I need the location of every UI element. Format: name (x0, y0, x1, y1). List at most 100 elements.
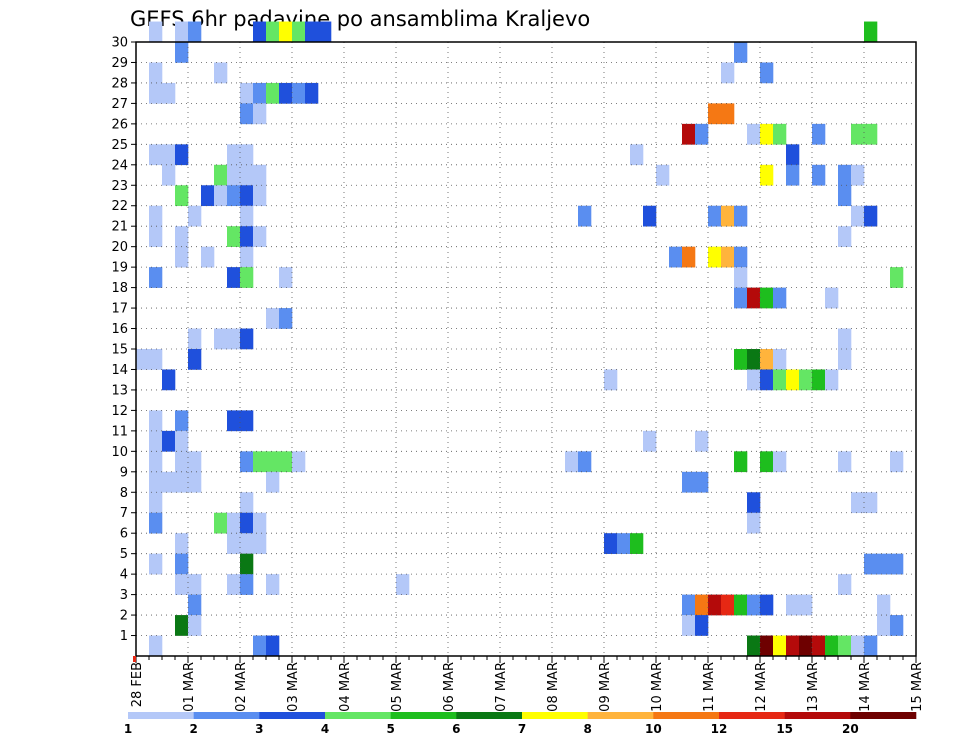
heatmap-cell (734, 42, 748, 63)
heatmap-cell (721, 594, 735, 616)
x-tick-label: 02 MAR (234, 662, 249, 712)
heatmap-cell (253, 164, 267, 186)
heatmap-cell (682, 615, 696, 636)
heatmap-cell (175, 185, 189, 207)
heatmap-cell (266, 21, 280, 43)
heatmap-cell (734, 451, 748, 473)
heatmap-cell (149, 471, 163, 493)
heatmap-cell (175, 471, 189, 493)
heatmap-cell (253, 103, 267, 125)
heatmap-cell (175, 430, 189, 452)
legend-swatch (193, 712, 260, 719)
heatmap-cell (149, 635, 163, 657)
y-tick-label: 13 (111, 383, 128, 398)
heatmap-cell (292, 451, 306, 473)
heatmap-cell (851, 164, 865, 186)
x-tick-label: 15 MAR (910, 662, 925, 712)
heatmap-cell (240, 267, 254, 288)
heatmap-cell (149, 226, 163, 247)
heatmap-cell (240, 246, 254, 268)
heatmap-cell (838, 574, 852, 595)
heatmap-cell (149, 62, 163, 84)
x-tick-label: 07 MAR (494, 662, 509, 712)
heatmap-cell (175, 21, 189, 43)
heatmap-cell (773, 287, 787, 309)
heatmap-cell (812, 164, 826, 186)
heatmap-cell (240, 512, 254, 534)
heatmap-cell (175, 615, 189, 636)
heatmap-cell (175, 410, 189, 432)
heatmap-cell (279, 82, 293, 104)
heatmap-cell (812, 123, 826, 145)
heatmap-cell (643, 430, 657, 452)
heatmap-cell (253, 226, 267, 247)
heatmap-cell (760, 62, 774, 84)
heatmap-cell (838, 451, 852, 473)
heatmap-cell (240, 328, 254, 350)
heatmap-cell (760, 287, 774, 309)
y-tick-label: 15 (111, 343, 128, 358)
legend-label: 15 (776, 722, 793, 736)
heatmap-cell (396, 574, 410, 595)
legend-swatch (128, 712, 194, 719)
y-tick-label: 25 (111, 138, 128, 153)
heatmap-cell (227, 226, 241, 247)
heatmap-cell (175, 246, 189, 268)
heatmap-cell (851, 635, 865, 657)
heatmap-cell (318, 21, 332, 43)
heatmap-cell (149, 205, 163, 227)
heatmap-cell (695, 471, 709, 493)
x-axis-ticks: 28 FEB 01 MAR 02 MAR 03 MAR 04 MAR 05 MAR 06 M… (130, 656, 925, 712)
y-tick-label: 2 (120, 609, 128, 624)
heatmap-cell (240, 205, 254, 227)
heatmap-cell (214, 62, 228, 84)
heatmap-cell (175, 533, 189, 554)
heatmap-cell (682, 123, 696, 145)
heatmap-cell (734, 246, 748, 268)
heatmap-cell (747, 123, 761, 145)
heatmap-cell (760, 369, 774, 391)
heatmap-cell (266, 574, 280, 595)
heatmap-cell (305, 82, 319, 104)
heatmap-cell (851, 123, 865, 145)
x-tick-label: 10 MAR (650, 662, 665, 712)
heatmap-cell (175, 574, 189, 595)
heatmap-cell (240, 82, 254, 104)
y-tick-label: 21 (111, 220, 128, 235)
heatmap-cell (149, 451, 163, 473)
heatmap-cell (240, 574, 254, 595)
legend-swatch (587, 712, 654, 719)
heatmap-cell (760, 349, 774, 370)
heatmap-cell (773, 349, 787, 370)
heatmap-cell (214, 512, 228, 534)
heatmap-cell (604, 369, 618, 391)
y-tick-label: 11 (111, 424, 128, 439)
heatmap-cell (578, 451, 592, 473)
heatmap-cell (695, 615, 709, 636)
heatmap-cell (188, 21, 202, 43)
heatmap-cell (253, 635, 267, 657)
heatmap-cell (786, 594, 800, 616)
heatmap-cell (708, 205, 722, 227)
heatmap-cell (773, 369, 787, 391)
heatmap-cell (890, 615, 904, 636)
y-tick-label: 6 (120, 527, 128, 542)
heatmap-cell (253, 185, 267, 207)
heatmap-cell (721, 62, 735, 84)
heatmap-cell (279, 21, 293, 43)
heatmap-cell (721, 246, 735, 268)
heatmap-cell (240, 144, 254, 166)
x-tick-label: 01 MAR (182, 662, 197, 712)
heatmap-cell (760, 594, 774, 616)
heatmap-cell (188, 615, 202, 636)
heatmap-cell (149, 512, 163, 534)
heatmap-cell (266, 82, 280, 104)
heatmap-cell (266, 308, 280, 329)
color-legend: 1 2 3 4 5 6 7 8 10 12 15 20 (124, 712, 917, 736)
legend-swatch (522, 712, 588, 719)
heatmap-cell (175, 42, 189, 63)
heatmap-cell (149, 144, 163, 166)
y-tick-label: 28 (111, 76, 128, 91)
heatmap-cell (864, 492, 878, 514)
y-tick-label: 5 (120, 547, 128, 562)
